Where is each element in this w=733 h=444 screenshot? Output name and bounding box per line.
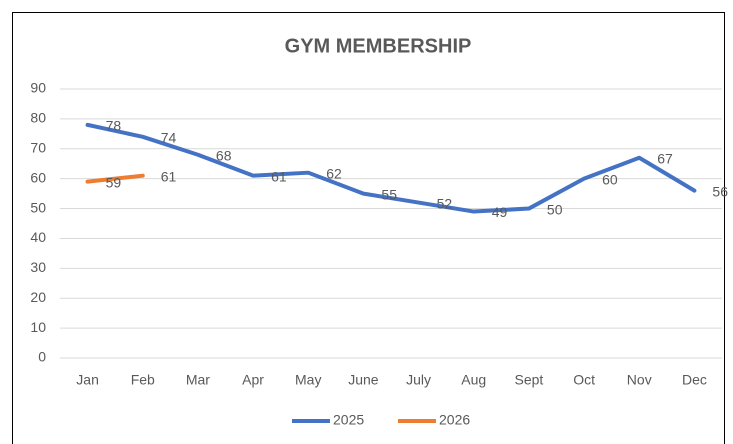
series-line (85, 173, 145, 184)
x-tick-label: Mar (186, 372, 210, 388)
x-tick-label: Aug (461, 372, 486, 388)
x-tick-label: May (295, 372, 321, 388)
x-tick-label: Dec (682, 372, 707, 388)
y-tick-label: 70 (30, 139, 46, 155)
series-line (85, 122, 697, 214)
legend-label: 2026 (439, 412, 470, 428)
y-tick-label: 30 (30, 259, 46, 275)
y-tick-label: 80 (30, 110, 46, 126)
y-tick-label: 0 (38, 349, 46, 365)
data-label: 62 (326, 165, 342, 181)
legend-label: 2025 (333, 412, 364, 428)
x-tick-label: Feb (131, 372, 155, 388)
y-tick-label: 90 (30, 80, 46, 96)
x-tick-label: June (348, 372, 379, 388)
data-label: 60 (602, 171, 618, 187)
data-label: 67 (657, 150, 673, 166)
data-label: 61 (161, 168, 177, 184)
x-tick-label: Sept (515, 372, 544, 388)
data-label: 50 (547, 201, 563, 217)
data-label: 56 (712, 183, 728, 199)
y-tick-label: 50 (30, 199, 46, 215)
x-tick-label: Nov (627, 372, 652, 388)
chart-border (12, 12, 725, 444)
data-label: 68 (216, 147, 232, 163)
y-tick-label: 10 (30, 319, 46, 335)
x-tick-label: July (406, 372, 431, 388)
x-tick-label: Oct (573, 372, 595, 388)
data-label: 52 (437, 195, 453, 211)
data-label: 49 (492, 204, 508, 220)
data-label: 61 (271, 168, 287, 184)
data-label: 59 (106, 174, 122, 190)
data-label: 55 (381, 186, 397, 202)
data-label: 74 (161, 130, 177, 146)
y-tick-label: 40 (30, 229, 46, 245)
chart-title: GYM MEMBERSHIP (285, 35, 472, 57)
x-tick-label: Apr (242, 372, 264, 388)
y-tick-label: 60 (30, 169, 46, 185)
data-label: 78 (106, 118, 122, 134)
y-tick-label: 20 (30, 289, 46, 305)
x-tick-label: Jan (76, 372, 99, 388)
